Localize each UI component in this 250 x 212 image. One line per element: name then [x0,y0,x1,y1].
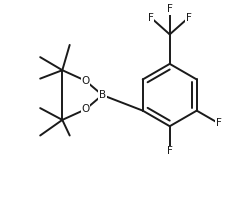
Text: B: B [98,90,105,100]
Text: F: F [215,118,221,128]
Text: O: O [81,104,89,114]
Text: F: F [185,13,191,22]
Text: F: F [147,13,153,22]
Text: F: F [166,4,172,14]
Text: F: F [166,146,172,156]
Text: O: O [81,76,89,86]
